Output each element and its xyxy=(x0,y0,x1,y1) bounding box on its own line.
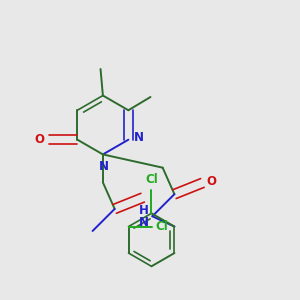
Text: N: N xyxy=(99,160,110,173)
Text: O: O xyxy=(34,133,44,146)
Text: Cl: Cl xyxy=(145,173,158,186)
Text: O: O xyxy=(206,175,216,188)
Text: N: N xyxy=(134,131,144,144)
Text: H
N: H N xyxy=(139,204,149,229)
Text: Cl: Cl xyxy=(156,220,168,233)
